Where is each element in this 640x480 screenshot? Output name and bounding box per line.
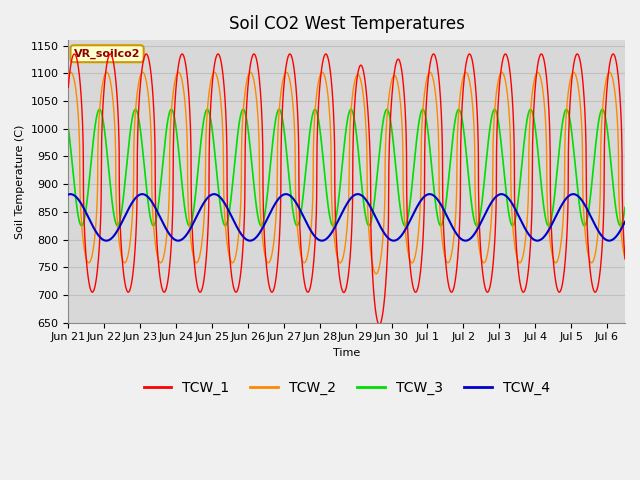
- TCW_4: [570, 191, 577, 197]
- TCW_2: [611, 85, 618, 91]
- TCW_1: [70, 51, 78, 57]
- TCW_4: [302, 218, 310, 224]
- Y-axis label: Soil Temperature (C): Soil Temperature (C): [15, 124, 25, 239]
- TCW_1: [128, 278, 136, 284]
- TCW_1: [611, 52, 618, 58]
- TCW_4: [65, 192, 72, 197]
- Line: TCW_4: TCW_4: [68, 194, 625, 240]
- TCW_3: [278, 113, 286, 119]
- TCW_2: [550, 259, 558, 265]
- TCW_4: [161, 224, 169, 229]
- TCW_3: [257, 223, 265, 228]
- TCW_2: [302, 258, 310, 264]
- TCW_2: [278, 82, 286, 88]
- TCW_4: [128, 200, 136, 206]
- TCW_3: [65, 125, 72, 131]
- TCW_3: [621, 204, 629, 210]
- TCW_4: [550, 216, 558, 222]
- TCW_1: [161, 289, 169, 295]
- TCW_1: [302, 287, 310, 292]
- TCW_3: [161, 141, 169, 146]
- TCW_4: [621, 219, 629, 225]
- TCW_3: [550, 195, 558, 201]
- TCW_4: [278, 193, 285, 199]
- TCW_1: [550, 269, 558, 275]
- Text: VR_soilco2: VR_soilco2: [74, 48, 140, 59]
- TCW_2: [372, 271, 380, 277]
- Line: TCW_3: TCW_3: [68, 109, 625, 226]
- Line: TCW_1: TCW_1: [68, 54, 625, 324]
- Title: Soil CO2 West Temperatures: Soil CO2 West Temperatures: [228, 15, 465, 33]
- TCW_4: [611, 235, 618, 241]
- TCW_3: [598, 107, 606, 112]
- TCW_1: [278, 115, 286, 121]
- X-axis label: Time: Time: [333, 348, 360, 358]
- TCW_4: [318, 238, 326, 243]
- TCW_3: [128, 118, 136, 124]
- TCW_2: [621, 256, 629, 262]
- TCW_3: [302, 164, 310, 170]
- Legend: TCW_1, TCW_2, TCW_3, TCW_4: TCW_1, TCW_2, TCW_3, TCW_4: [138, 375, 556, 400]
- TCW_2: [161, 248, 169, 253]
- TCW_1: [376, 322, 383, 327]
- TCW_3: [611, 194, 618, 200]
- TCW_1: [65, 84, 72, 90]
- TCW_1: [621, 256, 629, 262]
- TCW_2: [65, 73, 72, 79]
- TCW_2: [128, 222, 136, 228]
- TCW_2: [175, 70, 182, 75]
- Line: TCW_2: TCW_2: [68, 72, 625, 274]
